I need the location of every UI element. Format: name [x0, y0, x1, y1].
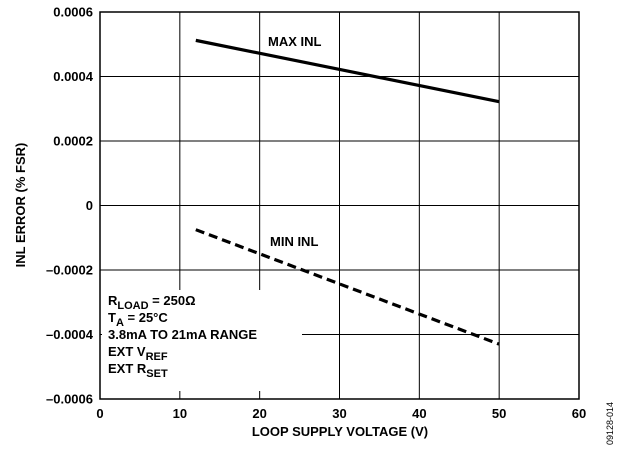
x-axis-title: LOOP SUPPLY VOLTAGE (V): [252, 424, 428, 439]
x-tick-label: 20: [252, 406, 266, 421]
condition-line: EXT VREF: [108, 344, 168, 363]
series-lines: [195, 38, 500, 346]
min-inl-line: [195, 228, 500, 346]
x-tick-label: 50: [492, 406, 506, 421]
condition-line: TA = 25°C: [108, 310, 168, 329]
y-axis-title: INL ERROR (% FSR): [13, 143, 28, 268]
max-inl-line: [195, 38, 500, 104]
x-tick-label: 40: [412, 406, 426, 421]
max-inl-label: MAX INL: [268, 34, 322, 49]
conditions-background: [102, 290, 302, 391]
x-tick-label: 0: [96, 406, 103, 421]
y-tick-label: 0.0002: [53, 134, 93, 149]
x-tick-label: 30: [332, 406, 346, 421]
condition-line: RLOAD = 250Ω: [108, 293, 196, 312]
min-inl-label: MIN INL: [270, 234, 318, 249]
figure-id: 09128-014: [605, 402, 615, 445]
condition-line: EXT RSET: [108, 361, 168, 380]
x-tick-labels: 0 10 20 30 40 50 60: [96, 406, 586, 421]
y-tick-labels: –0.0006 –0.0004 –0.0002 0 0.0002 0.0004 0.0006: [46, 5, 94, 407]
y-tick-label: 0.0006: [53, 5, 93, 20]
condition-line: 3.8mA TO 21mA RANGE: [108, 327, 257, 342]
y-tick-label: –0.0004: [46, 327, 94, 342]
y-tick-label: –0.0002: [46, 263, 93, 278]
y-tick-label: 0: [86, 198, 93, 213]
x-tick-label: 60: [572, 406, 586, 421]
x-tick-label: 10: [173, 406, 187, 421]
plot-frame: [99, 11, 580, 400]
y-tick-label: –0.0006: [46, 392, 93, 407]
y-tick-label: 0.0004: [53, 69, 94, 84]
